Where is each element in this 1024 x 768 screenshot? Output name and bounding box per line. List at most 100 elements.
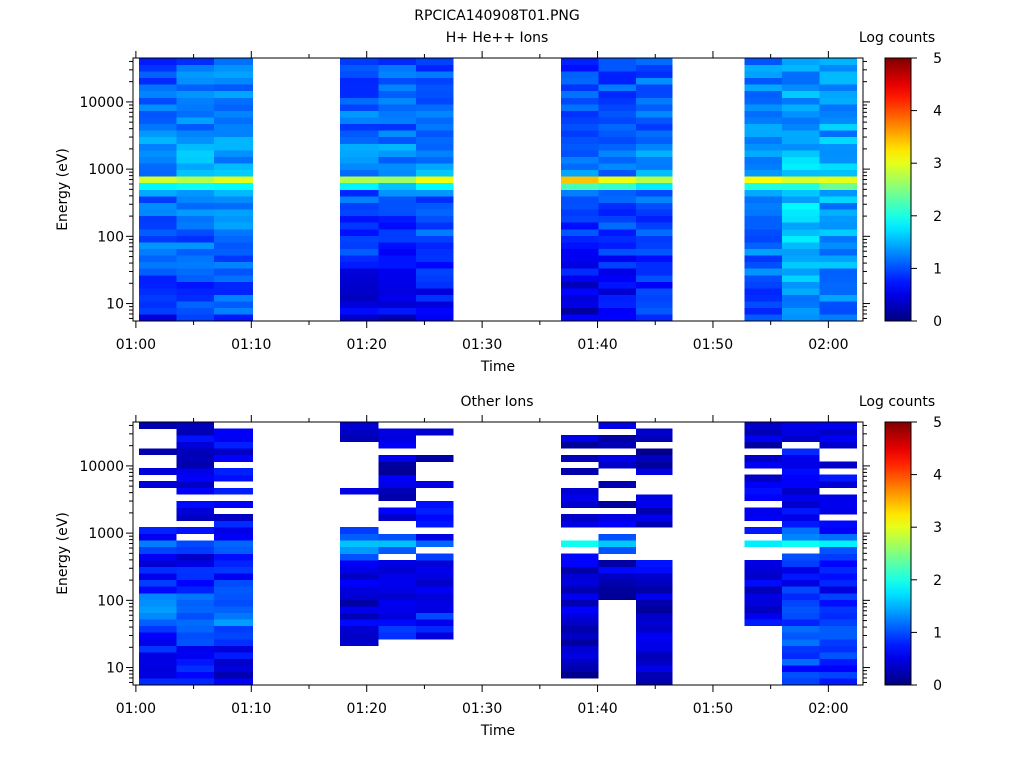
heatmap-cell — [339, 110, 379, 118]
heatmap-cell — [819, 428, 858, 436]
heatmap-cell — [744, 454, 783, 462]
heatmap-cell — [782, 573, 820, 581]
y-axis: 10 100 1000 10000 Energy (eV) — [55, 424, 870, 683]
y-tick-label: 10 — [106, 297, 124, 313]
heatmap-cell — [782, 117, 820, 125]
y-tick-label: 10000 — [79, 459, 124, 475]
heatmap-cell — [636, 428, 673, 436]
heatmap-cell — [213, 228, 254, 236]
panel-title: Other Ions — [460, 394, 533, 410]
heatmap-cell — [561, 612, 599, 620]
heatmap-cell — [378, 573, 416, 581]
heatmap-cell — [339, 487, 379, 495]
heatmap-cell — [636, 314, 673, 322]
heatmap-cell — [561, 454, 599, 462]
heatmap-cell — [561, 638, 599, 646]
heatmap-cell — [819, 599, 858, 607]
heatmap-cell — [819, 461, 858, 469]
x-tick-label: 01:40 — [577, 337, 617, 353]
heatmap-cell — [782, 64, 820, 72]
heatmap-cell — [339, 242, 379, 249]
heatmap-cell — [598, 294, 637, 302]
heatmap-cell — [636, 169, 673, 177]
heatmap-cell — [378, 533, 416, 541]
heatmap-cell — [744, 619, 783, 627]
heatmap-cell — [213, 592, 254, 600]
heatmap-cell — [378, 215, 416, 223]
heatmap-cell — [819, 494, 858, 502]
heatmap-cell — [561, 110, 599, 118]
heatmap-cell — [744, 130, 783, 138]
heatmap-cell — [598, 248, 637, 256]
heatmap-cell — [213, 606, 254, 613]
heatmap-cell — [213, 527, 254, 535]
heatmap-cell — [415, 209, 454, 217]
heatmap-cell — [339, 261, 379, 269]
heatmap-cell — [636, 632, 673, 640]
heatmap-cell — [561, 658, 599, 666]
heatmap-cell — [744, 209, 783, 217]
heatmap-cell — [138, 64, 177, 72]
heatmap-cell — [176, 143, 214, 151]
heatmap-cell — [782, 507, 820, 515]
heatmap-cell — [744, 422, 783, 429]
heatmap-cell — [213, 540, 254, 548]
heatmap-cell — [176, 678, 214, 686]
x-axis: 01:00 01:10 01:20 01:30 01:40 01:50 02:00 Time — [116, 51, 849, 375]
heatmap-cell — [415, 202, 454, 210]
heatmap-cell — [339, 176, 379, 184]
heatmap-cell — [378, 196, 416, 203]
heatmap-cell — [213, 546, 254, 554]
heatmap-cell — [176, 281, 214, 289]
x-tick-label: 01:10 — [231, 701, 271, 717]
heatmap-cell — [176, 500, 214, 508]
heatmap-cell — [378, 261, 416, 269]
heatmap-cell — [819, 71, 858, 79]
colorbar-tick-label: 4 — [933, 104, 942, 120]
heatmap-cell — [378, 143, 416, 151]
heatmap-cell — [744, 104, 783, 111]
heatmap-cell — [744, 64, 783, 72]
heatmap-cell — [415, 97, 454, 105]
heatmap-cell — [138, 189, 177, 197]
heatmap-cell — [636, 586, 673, 594]
colorbar-scale — [884, 57, 912, 322]
heatmap-cell — [561, 500, 599, 508]
heatmap-cell — [782, 281, 820, 289]
heatmap-cell — [138, 658, 177, 666]
heatmap-cell — [782, 97, 820, 105]
heatmap-cell — [819, 586, 858, 594]
heatmap-cell — [213, 248, 254, 256]
heatmap-cell — [819, 441, 858, 449]
heatmap-cell — [415, 454, 454, 462]
heatmap-cell — [598, 117, 637, 125]
heatmap-cell — [782, 77, 820, 85]
heatmap-cell — [819, 209, 858, 217]
heatmap-cell — [782, 268, 820, 276]
heatmap-cell — [636, 143, 673, 151]
heatmap-cell — [598, 77, 637, 85]
heatmap-cell — [339, 422, 379, 429]
heatmap-cell — [138, 156, 177, 164]
heatmap-cell — [744, 84, 783, 92]
heatmap-cell — [176, 468, 214, 475]
heatmap-cell — [636, 619, 673, 627]
heatmap-cell — [598, 461, 637, 469]
heatmap-cell — [138, 560, 177, 567]
heatmap-cell — [339, 527, 379, 535]
heatmap-cell — [138, 652, 177, 660]
heatmap-cell — [819, 215, 858, 223]
heatmap-cell — [213, 468, 254, 475]
heatmap-cell — [176, 150, 214, 157]
heatmap-cell — [819, 573, 858, 581]
heatmap-cell — [782, 619, 820, 627]
heatmap-cell — [561, 71, 599, 79]
heatmap-cell — [138, 566, 177, 574]
heatmap-cell — [176, 428, 214, 436]
heatmap-cell — [213, 189, 254, 197]
heatmap-cell — [378, 592, 416, 600]
heatmap-cell — [415, 77, 454, 85]
heatmap-cell — [598, 97, 637, 105]
heatmap-cell — [636, 573, 673, 581]
